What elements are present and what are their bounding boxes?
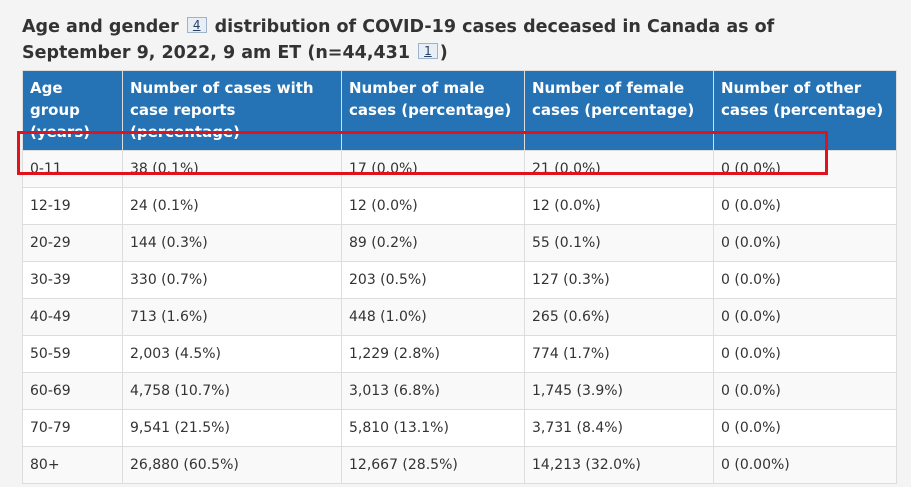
other-cases-cell: 0 (0.0%) [713,187,897,225]
total-cases-cell: 713 (1.6%) [122,298,342,336]
total-cases-cell: 24 (0.1%) [122,187,342,225]
total-cases-cell: 9,541 (21.5%) [122,409,342,447]
other-cases-cell: 0 (0.00%) [713,446,897,484]
age-group-cell: 40-49 [22,298,123,336]
female-cases-cell: 127 (0.3%) [524,261,714,299]
age-group-cell: 0-11 [22,150,123,188]
male-cases-cell: 17 (0.0%) [341,150,525,188]
total-cases-cell: 144 (0.3%) [122,224,342,262]
other-cases-cell: 0 (0.0%) [713,298,897,336]
age-group-cell: 50-59 [22,335,123,373]
column-header-total-cases: Number of cases with case reports (perce… [122,70,342,151]
column-header-female-cases: Number of female cases (percentage) [524,70,714,151]
male-cases-cell: 3,013 (6.8%) [341,372,525,410]
other-cases-cell: 0 (0.0%) [713,224,897,262]
female-cases-cell: 21 (0.0%) [524,150,714,188]
male-cases-cell: 1,229 (2.8%) [341,335,525,373]
table-row: 70-79 9,541 (21.5%) 5,810 (13.1%) 3,731 … [22,409,897,447]
footnote-link-1[interactable]: 1 [418,43,438,59]
total-cases-cell: 2,003 (4.5%) [122,335,342,373]
other-cases-cell: 0 (0.0%) [713,409,897,447]
total-cases-cell: 38 (0.1%) [122,150,342,188]
age-group-cell: 80+ [22,446,123,484]
female-cases-cell: 3,731 (8.4%) [524,409,714,447]
table-row: 60-69 4,758 (10.7%) 3,013 (6.8%) 1,745 (… [22,372,897,410]
total-cases-cell: 26,880 (60.5%) [122,446,342,484]
male-cases-cell: 448 (1.0%) [341,298,525,336]
age-group-cell: 70-79 [22,409,123,447]
cases-table: Age group (years) Number of cases with c… [22,70,897,484]
table-row: 30-39 330 (0.7%) 203 (0.5%) 127 (0.3%) 0… [22,261,897,299]
male-cases-cell: 12 (0.0%) [341,187,525,225]
female-cases-cell: 1,745 (3.9%) [524,372,714,410]
other-cases-cell: 0 (0.0%) [713,372,897,410]
age-group-cell: 20-29 [22,224,123,262]
caption-text-start: Age and gender [22,17,185,37]
female-cases-cell: 14,213 (32.0%) [524,446,714,484]
table-row: 20-29 144 (0.3%) 89 (0.2%) 55 (0.1%) 0 (… [22,224,897,262]
female-cases-cell: 55 (0.1%) [524,224,714,262]
column-header-male-cases: Number of male cases (percentage) [341,70,525,151]
male-cases-cell: 89 (0.2%) [341,224,525,262]
female-cases-cell: 265 (0.6%) [524,298,714,336]
column-header-age-group: Age group (years) [22,70,123,151]
age-group-cell: 30-39 [22,261,123,299]
table-row: 12-19 24 (0.1%) 12 (0.0%) 12 (0.0%) 0 (0… [22,187,897,225]
other-cases-cell: 0 (0.0%) [713,335,897,373]
caption-text-end: ) [439,43,448,63]
female-cases-cell: 774 (1.7%) [524,335,714,373]
table-caption: Age and gender 4 distribution of COVID-1… [22,14,882,66]
header-row: Age group (years) Number of cases with c… [22,70,897,151]
total-cases-cell: 4,758 (10.7%) [122,372,342,410]
age-group-cell: 12-19 [22,187,123,225]
table-row: 40-49 713 (1.6%) 448 (1.0%) 265 (0.6%) 0… [22,298,897,336]
other-cases-cell: 0 (0.0%) [713,261,897,299]
female-cases-cell: 12 (0.0%) [524,187,714,225]
male-cases-cell: 12,667 (28.5%) [341,446,525,484]
age-group-cell: 60-69 [22,372,123,410]
other-cases-cell: 0 (0.0%) [713,150,897,188]
male-cases-cell: 5,810 (13.1%) [341,409,525,447]
column-header-other-cases: Number of other cases (percentage) [713,70,897,151]
table-row: 0-11 38 (0.1%) 17 (0.0%) 21 (0.0%) 0 (0.… [22,150,897,188]
footnote-link-4[interactable]: 4 [186,17,207,33]
total-cases-cell: 330 (0.7%) [122,261,342,299]
table-row: 50-59 2,003 (4.5%) 1,229 (2.8%) 774 (1.7… [22,335,897,373]
caption-text-middle: distribution of COVID-19 cases deceased … [22,17,775,63]
male-cases-cell: 203 (0.5%) [341,261,525,299]
table-row: 80+ 26,880 (60.5%) 12,667 (28.5%) 14,213… [22,446,897,484]
